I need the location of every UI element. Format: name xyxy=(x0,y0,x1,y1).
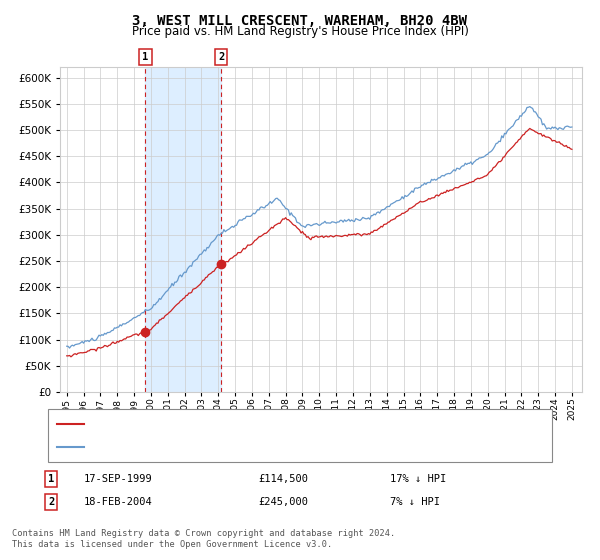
Text: £114,500: £114,500 xyxy=(258,474,308,484)
Text: 7% ↓ HPI: 7% ↓ HPI xyxy=(390,497,440,507)
Text: 17% ↓ HPI: 17% ↓ HPI xyxy=(390,474,446,484)
Text: 1: 1 xyxy=(142,52,148,62)
Text: 17-SEP-1999: 17-SEP-1999 xyxy=(84,474,153,484)
Text: Contains HM Land Registry data © Crown copyright and database right 2024.
This d: Contains HM Land Registry data © Crown c… xyxy=(12,529,395,549)
Text: 3, WEST MILL CRESCENT, WAREHAM, BH20 4BW: 3, WEST MILL CRESCENT, WAREHAM, BH20 4BW xyxy=(133,14,467,28)
Text: 18-FEB-2004: 18-FEB-2004 xyxy=(84,497,153,507)
Text: HPI: Average price, detached house, Dorset: HPI: Average price, detached house, Dors… xyxy=(87,442,349,452)
Text: 1: 1 xyxy=(48,474,54,484)
Bar xyxy=(145,67,221,392)
Text: 2: 2 xyxy=(218,52,224,62)
Text: £245,000: £245,000 xyxy=(258,497,308,507)
Text: 3, WEST MILL CRESCENT, WAREHAM, BH20 4BW (detached house): 3, WEST MILL CRESCENT, WAREHAM, BH20 4BW… xyxy=(87,419,443,429)
Text: 2: 2 xyxy=(48,497,54,507)
Text: Price paid vs. HM Land Registry's House Price Index (HPI): Price paid vs. HM Land Registry's House … xyxy=(131,25,469,38)
